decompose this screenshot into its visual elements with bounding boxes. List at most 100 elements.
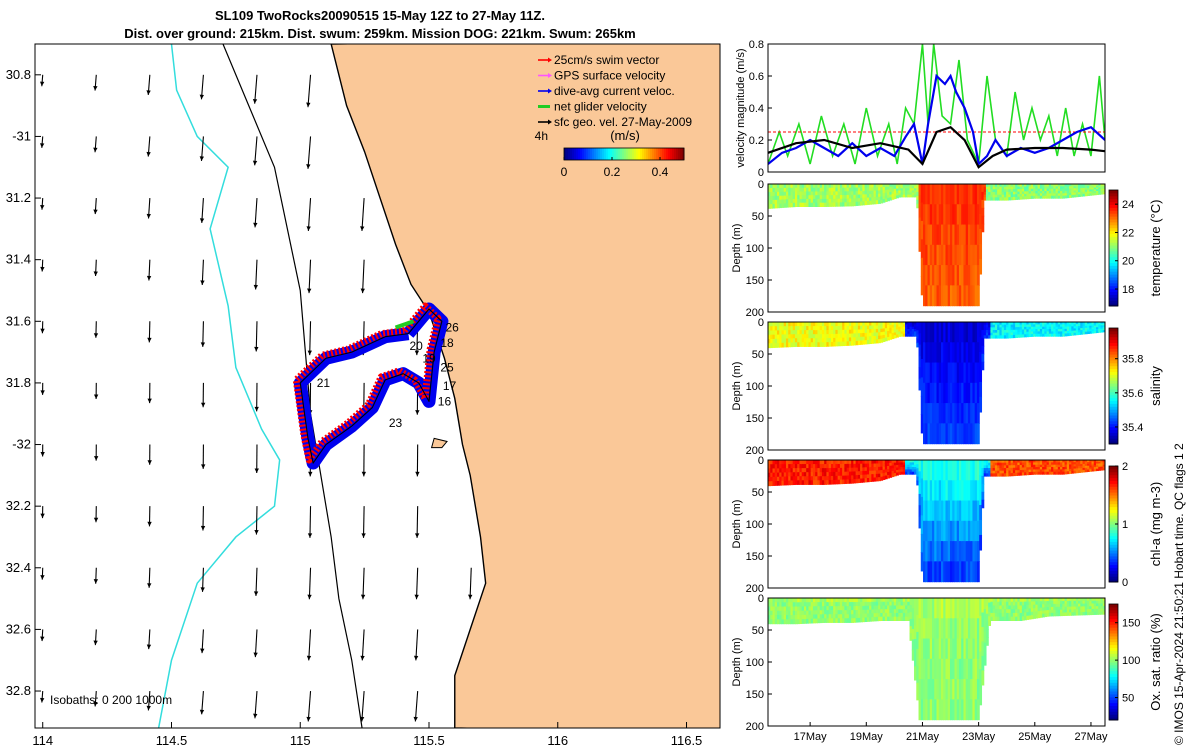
section-data-cell: [819, 322, 823, 327]
section-data-cell: [1082, 465, 1086, 469]
section-x-tick-label: 27May: [1074, 731, 1108, 743]
section-data-cell: [1064, 331, 1068, 335]
section-data-cell: [1033, 460, 1036, 463]
section-data-cell: [792, 184, 796, 189]
section-data-cell: [781, 615, 785, 620]
section-data-cell: [835, 463, 839, 469]
section-data-cell: [932, 285, 935, 307]
section-data-cell: [1098, 466, 1102, 470]
section-data-cell: [1003, 460, 1007, 464]
section-data-cell: [799, 602, 803, 608]
section-data-cell: [976, 265, 980, 286]
section-data-cell: [943, 265, 947, 286]
section-data-cell: [1089, 187, 1093, 191]
section-data-cell: [864, 184, 868, 189]
section-data-cell: [772, 322, 776, 327]
section-data-cell: [952, 618, 956, 640]
section-colorbar-cell: [1109, 274, 1118, 278]
section-data-cell: [1078, 470, 1081, 473]
section-data-cell: [891, 189, 895, 193]
section-data-cell: [1035, 331, 1039, 335]
section-data-cell: [812, 322, 816, 327]
section-data-cell: [1037, 195, 1041, 199]
section-data-cell: [1046, 191, 1050, 194]
section-data-cell: [884, 598, 888, 603]
section-data-cell: [1078, 190, 1081, 193]
section-data-cell: [889, 462, 893, 467]
section-data-cell: [983, 460, 987, 464]
colorbar-cell: [612, 148, 615, 160]
section-data-cell: [792, 480, 796, 486]
section-data-cell: [893, 460, 897, 464]
section-data-cell: [958, 460, 962, 481]
section-data-cell: [934, 244, 938, 266]
section-data-cell: [1001, 197, 1005, 201]
section-data-cell: [967, 598, 971, 619]
section-data-cell: [920, 533, 924, 553]
section-data-cell: [1080, 328, 1084, 331]
section-data-cell: [1084, 189, 1088, 193]
section-data-cell: [821, 606, 825, 611]
section-data-cell: [839, 202, 843, 207]
section-data-cell: [815, 460, 819, 465]
section-data-cell: [958, 618, 962, 640]
section-data-cell: [851, 337, 854, 342]
section-data-cell: [992, 327, 996, 331]
section-data-cell: [1064, 464, 1068, 468]
section-colorbar-cell: [1109, 486, 1118, 490]
section-data-cell: [855, 614, 859, 619]
section-data-cell: [1039, 324, 1043, 328]
section-data-cell: [1087, 331, 1090, 334]
section-data-cell: [772, 195, 776, 201]
section-data-cell: [947, 244, 951, 266]
section-data-cell: [839, 602, 843, 607]
section-data-cell: [1033, 324, 1036, 328]
section-data-cell: [1046, 186, 1050, 190]
section-data-cell: [1039, 326, 1043, 330]
section-data-cell: [1053, 184, 1057, 187]
section-data-cell: [994, 330, 998, 334]
section-data-cell: [936, 500, 940, 522]
geo-vector-head: [307, 533, 313, 538]
section-colorbar-cell: [1109, 500, 1118, 505]
section-data-cell: [940, 322, 944, 343]
section-data-cell: [866, 332, 870, 338]
section-data-cell: [821, 614, 825, 619]
section-data-cell: [970, 598, 974, 619]
section-data-cell: [1082, 331, 1086, 335]
section-data-cell: [927, 480, 931, 502]
section-data-cell: [954, 598, 958, 619]
section-data-cell: [1073, 326, 1077, 330]
section-data-cell: [1075, 322, 1079, 325]
section-data-cell: [1069, 186, 1072, 190]
section-data-cell: [819, 191, 823, 196]
section-colorbar-tick-label: 0: [1122, 577, 1128, 589]
section-data-cell: [819, 464, 823, 469]
section-data-cell: [956, 204, 960, 226]
section-data-cell: [972, 480, 976, 502]
section-data-cell: [1089, 184, 1093, 187]
section-data-cell: [848, 198, 852, 203]
section-data-cell: [1028, 188, 1032, 192]
geo-vector-shaft: [255, 259, 258, 290]
section-data-cell: [1008, 335, 1012, 339]
section-data-cell: [1100, 598, 1104, 602]
section-data-cell: [1073, 462, 1077, 465]
section-data-cell: [887, 471, 890, 476]
section-colorbar-cell: [1109, 330, 1118, 335]
section-data-cell: [911, 329, 915, 332]
section-data-cell: [1071, 462, 1075, 465]
section-data-cell: [790, 202, 794, 208]
section-data-cell: [934, 561, 938, 583]
section-data-cell: [1069, 188, 1072, 192]
section-colorbar-cell: [1109, 351, 1118, 355]
section-data-cell: [810, 184, 814, 189]
section-data-cell: [916, 682, 920, 701]
section-data-cell: [1098, 461, 1102, 464]
section-data-cell: [943, 184, 947, 205]
section-x-tick-label: 25May: [1018, 731, 1052, 743]
section-data-cell: [965, 618, 969, 640]
section-data-cell: [970, 658, 974, 680]
section-y-tick-label: 100: [746, 243, 764, 255]
section-data-cell: [830, 202, 834, 207]
